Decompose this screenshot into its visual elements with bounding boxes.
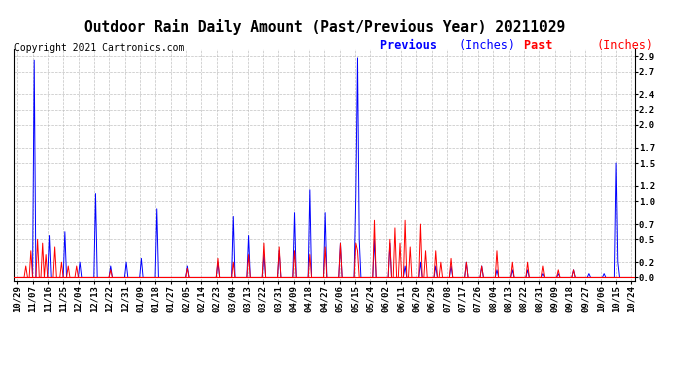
Text: Past: Past [524,39,567,53]
Text: Copyright 2021 Cartronics.com: Copyright 2021 Cartronics.com [14,43,184,53]
Text: (Inches): (Inches) [597,39,654,53]
Text: Previous: Previous [380,39,451,53]
Text: (Inches): (Inches) [459,39,516,53]
Text: Outdoor Rain Daily Amount (Past/Previous Year) 20211029: Outdoor Rain Daily Amount (Past/Previous… [83,19,565,35]
